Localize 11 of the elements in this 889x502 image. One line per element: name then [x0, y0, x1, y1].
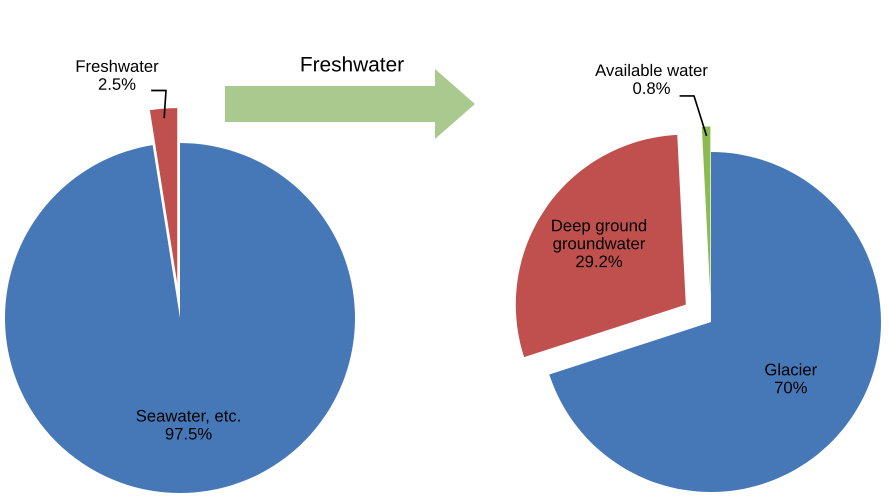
data-label: 0.8%: [633, 82, 670, 94]
data-label: 97.5%: [166, 428, 212, 440]
data-label: 70%: [774, 382, 807, 394]
slice-label: Glacier: [765, 363, 817, 376]
slice-label: Seawater, etc.: [136, 410, 240, 424]
data-label: 2.5%: [98, 78, 136, 90]
slice-label: Deep ground groundwater: [552, 219, 646, 253]
data-label: 29.2%: [576, 255, 622, 268]
slice-label: Available water: [595, 64, 708, 76]
slice-label: Freshwater: [76, 60, 158, 72]
text: Freshwater: [302, 56, 404, 72]
